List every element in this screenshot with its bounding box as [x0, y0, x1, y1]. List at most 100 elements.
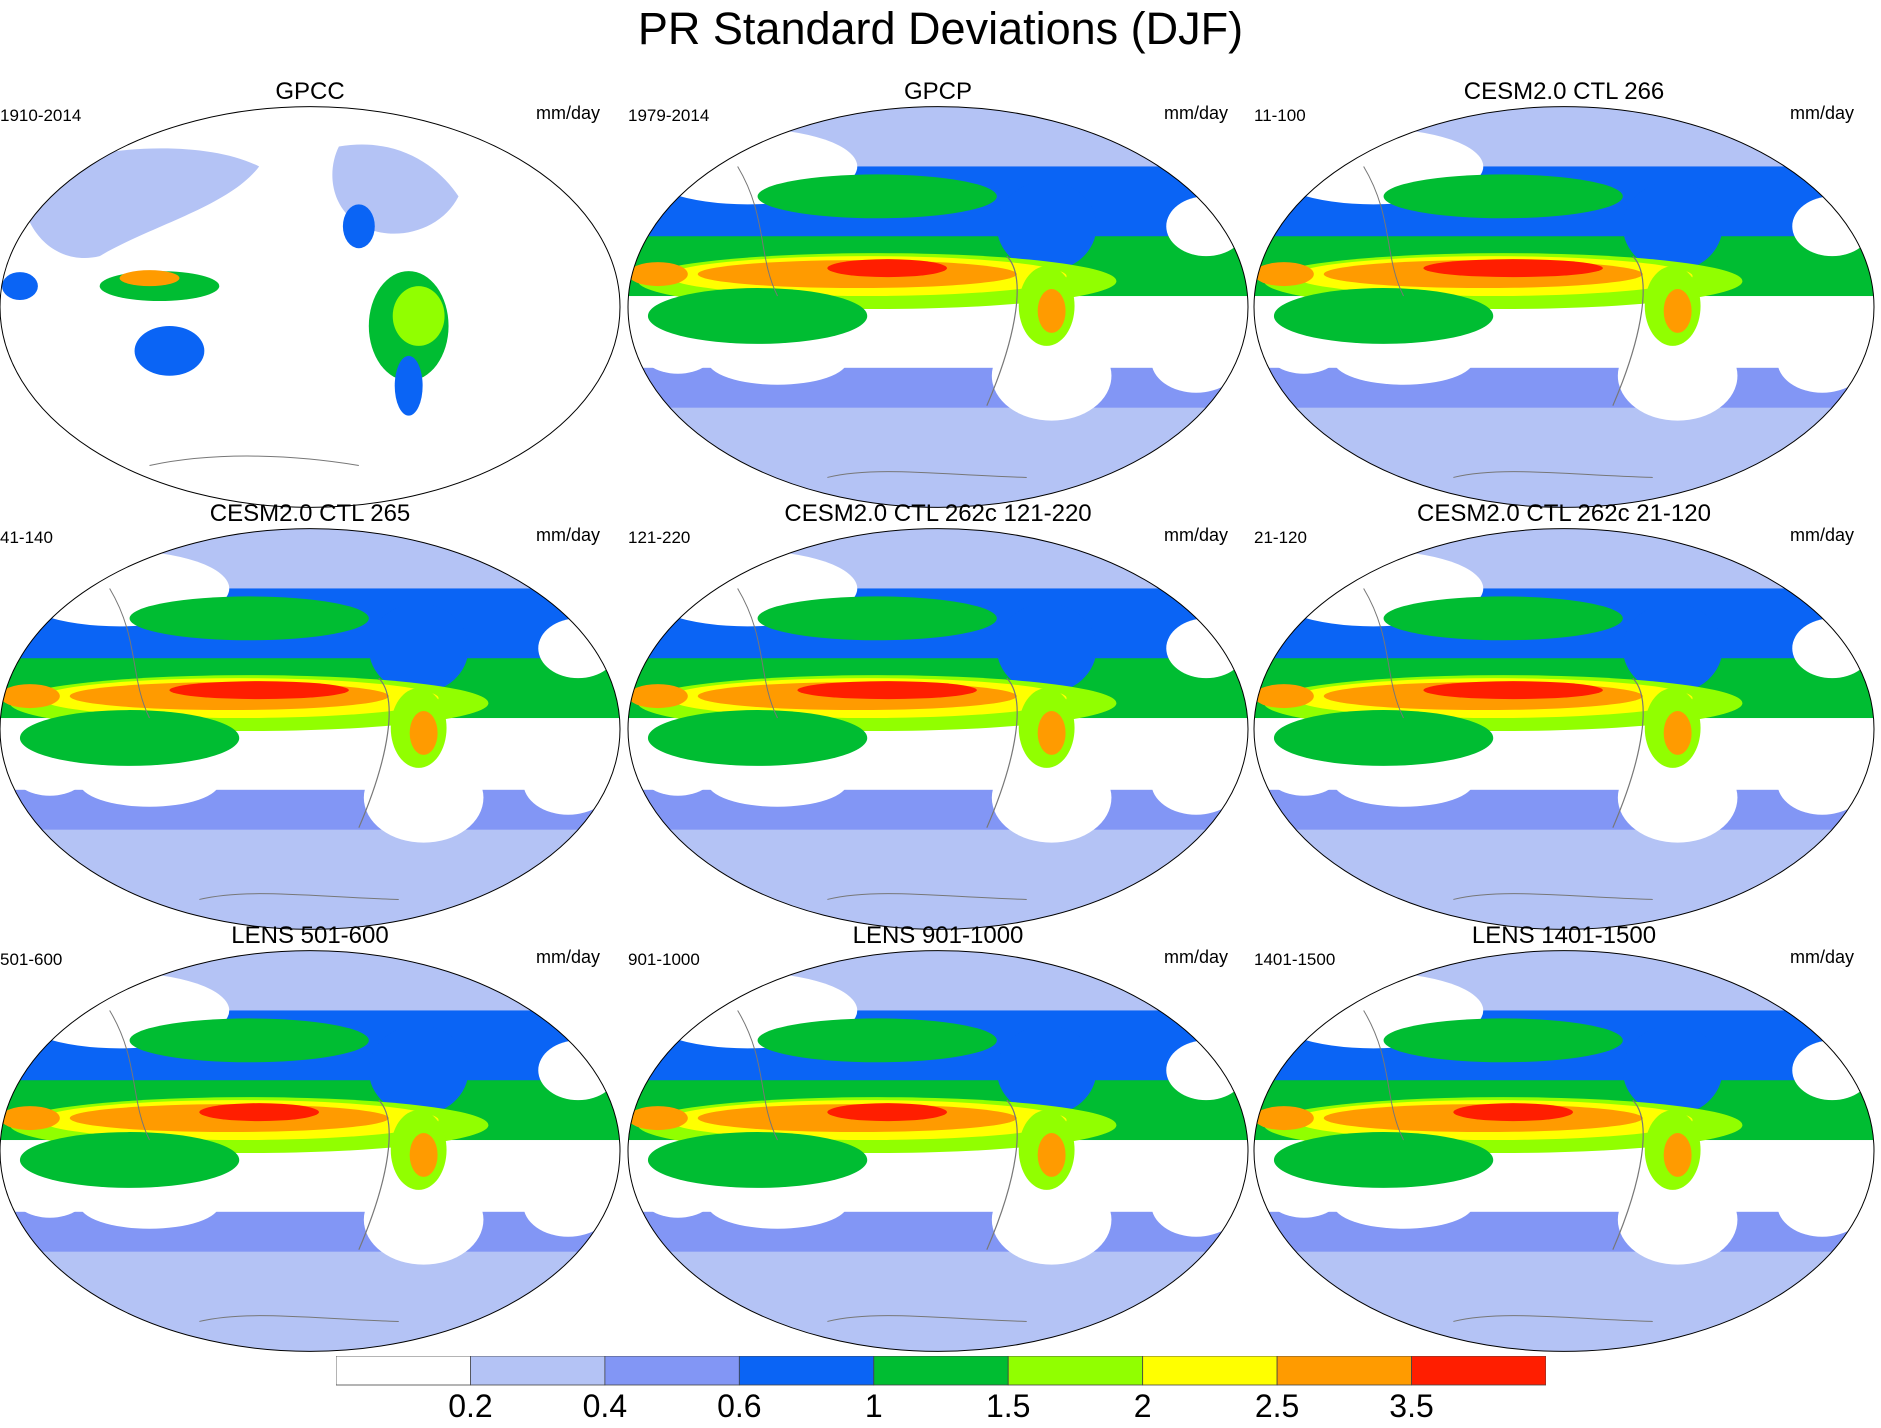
south-america-core	[1037, 1133, 1066, 1177]
storm-track	[1383, 174, 1623, 219]
south-pacific-cz	[647, 288, 868, 344]
coastline	[109, 1010, 150, 1141]
map-field	[1254, 106, 1874, 508]
colorbar-box	[873, 1356, 1009, 1386]
coastline	[737, 1010, 778, 1141]
map-panel: LENS 501-600 501-600 mm/day	[0, 922, 621, 1352]
colorbar-box	[336, 1356, 471, 1386]
map-svg	[1253, 106, 1875, 508]
storm-track	[757, 1018, 997, 1063]
antarctica-coastline	[1453, 471, 1653, 478]
colorbar-tick-label: 1	[864, 1388, 883, 1424]
dry-patch	[1777, 750, 1868, 815]
map-border	[0, 950, 621, 1352]
storm-track	[129, 1018, 369, 1063]
coastline	[1612, 677, 1644, 828]
panel-title: LENS 901-1000	[852, 922, 1024, 949]
dry-patch	[363, 752, 484, 843]
panel-period: 1910-2014	[0, 106, 82, 125]
antarctica-coastline	[1453, 893, 1653, 900]
panel-title: CESM2.0 CTL 262c 21-120	[1417, 500, 1711, 527]
dry-patch	[1151, 1172, 1242, 1237]
southern-ocean-band	[1254, 1239, 1874, 1352]
south-pacific-cz	[647, 710, 868, 766]
south-america-core	[409, 711, 438, 755]
amazon	[392, 286, 445, 346]
coastline	[1363, 588, 1404, 719]
dry-patch	[79, 758, 220, 807]
atlantic-track	[1622, 603, 1723, 694]
map-panel: CESM2.0 CTL 265 41-140 mm/day	[0, 500, 621, 930]
colorbar-tick-label: 0.4	[582, 1388, 628, 1424]
storm-track	[129, 596, 369, 641]
indian-ocean-core	[628, 684, 688, 709]
dry-patch	[1617, 330, 1738, 421]
south-america-core	[1037, 711, 1066, 755]
map-svg	[0, 528, 621, 930]
patagonia	[394, 355, 423, 416]
eurasia	[19, 148, 260, 259]
southern-ocean-band	[1254, 395, 1874, 508]
colorbar-tick-label: 0.6	[717, 1388, 762, 1424]
panel-title: LENS 501-600	[231, 922, 389, 949]
map-field	[0, 950, 620, 1352]
enso-core	[1423, 259, 1603, 278]
panel-units: mm/day	[1163, 103, 1228, 123]
south-america-core	[1663, 1133, 1692, 1177]
dry-patch	[523, 750, 614, 815]
antarctica-coastline	[827, 471, 1027, 478]
southern-ocean-band	[0, 817, 620, 930]
panel-period: 21-120	[1254, 528, 1307, 547]
panel-title: CESM2.0 CTL 262c 121-220	[784, 500, 1092, 527]
south-pacific-cz	[1273, 288, 1494, 344]
dry-patch	[1333, 336, 1474, 385]
map-svg	[627, 528, 1249, 930]
dry-patch	[1333, 1180, 1474, 1229]
panel-units: mm/day	[1789, 103, 1854, 123]
panel-units: mm/day	[1163, 947, 1228, 967]
panel-title: CESM2.0 CTL 266	[1463, 78, 1665, 105]
dry-patch	[707, 758, 848, 807]
enso-core	[797, 681, 977, 700]
colorbar-tick-label: 1.5	[985, 1388, 1031, 1424]
southern-ocean-band	[628, 395, 1248, 508]
enso-core	[827, 259, 947, 278]
colorbar-box	[604, 1356, 740, 1386]
panel-title: CESM2.0 CTL 265	[209, 500, 411, 527]
colorbar-box	[738, 1356, 875, 1386]
indian-ocean-core	[0, 684, 60, 709]
indian-ocean-core	[1254, 684, 1314, 709]
colorbar-tick-label: 2.5	[1254, 1388, 1300, 1424]
dry-patch	[707, 336, 848, 385]
south-america-core	[409, 1133, 438, 1177]
dry-patch	[991, 330, 1112, 421]
panel-title: GPCC	[275, 78, 345, 105]
coastline	[1363, 166, 1404, 297]
atlantic-track	[1622, 1025, 1723, 1116]
atlantic-track	[368, 1025, 469, 1116]
storm-track	[757, 174, 997, 219]
atlantic-track	[996, 181, 1097, 272]
map-border	[1253, 528, 1875, 930]
panel-period: 501-600	[0, 950, 63, 969]
panel-units: mm/day	[535, 103, 600, 123]
panel-units: mm/day	[1789, 525, 1854, 545]
dry-patch	[1151, 750, 1242, 815]
map-svg	[1253, 950, 1875, 1352]
coastline	[109, 588, 150, 719]
colorbar-boxes	[336, 1356, 1546, 1386]
south-america-core	[1663, 711, 1692, 755]
indian-ocean-core	[1254, 262, 1314, 287]
panel-period: 11-100	[1254, 106, 1306, 125]
panel-units: mm/day	[535, 947, 600, 967]
africa-edge	[1, 272, 38, 301]
colorbar-tick-label: 2	[1133, 1388, 1152, 1424]
dry-patch	[1777, 1172, 1868, 1237]
south-pacific-cz	[1273, 710, 1494, 766]
atlantic-track	[1622, 181, 1723, 272]
indian-ocean-core	[628, 262, 688, 287]
dry-patch	[79, 1180, 220, 1229]
panel-title: LENS 1401-1500	[1471, 922, 1657, 949]
map-field	[1, 144, 459, 466]
south-america-core	[1663, 289, 1692, 333]
